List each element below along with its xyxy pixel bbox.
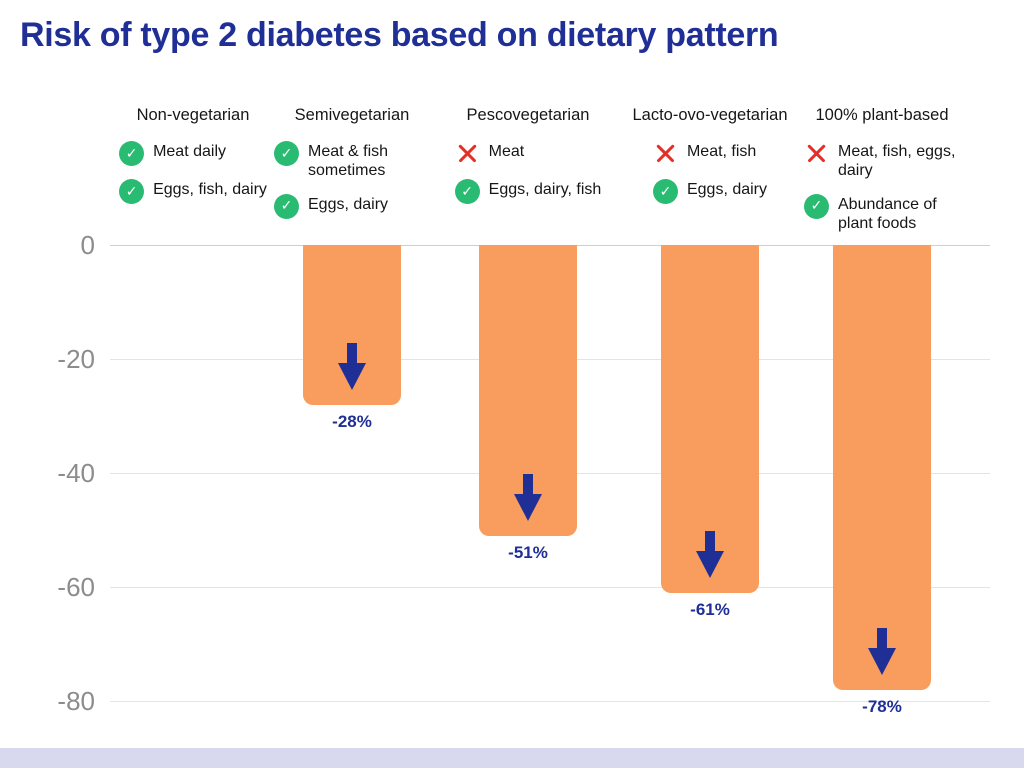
footer-accent-band: [0, 748, 1024, 768]
bar-group-lacto-ovo-vegetarian: -61%: [661, 245, 759, 620]
bar-pescovegetarian: [479, 245, 577, 536]
diet-item-list: Meat, fish Eggs, dairy: [652, 141, 768, 204]
diet-item-label: Eggs, dairy: [308, 195, 389, 213]
diet-item-label: Meat, fish: [686, 143, 757, 160]
diet-item-list: Meat, fish, eggs, dairy Abundance of pla…: [804, 141, 960, 234]
bar-lacto-ovo-vegetarian: [661, 245, 759, 593]
check-icon: [274, 141, 299, 166]
diet-item: Meat daily: [119, 141, 267, 166]
diet-item: Meat & fish sometimes: [274, 141, 430, 181]
category-column-pescovegetarian: Pescovegetarian Meat Eggs, dairy, fish: [438, 106, 618, 204]
category-column-non-vegetarian: Non-vegetarian Meat daily Eggs, fish, da…: [103, 106, 283, 204]
category-label: Non-vegetarian: [136, 106, 250, 124]
bar-value-label: -61%: [690, 600, 730, 619]
arrow-down-icon: [514, 474, 542, 521]
check-icon: [454, 179, 480, 204]
diet-item-list: Meat daily Eggs, fish, dairy: [119, 141, 267, 204]
category-column-lacto-ovo-vegetarian: Lacto-ovo-vegetarian Meat, fish Eggs, da…: [620, 106, 800, 204]
diet-item: Meat, fish, eggs, dairy: [804, 141, 960, 181]
page-title: Risk of type 2 diabetes based on dietary…: [20, 16, 779, 54]
bar-group-plant-based: -78%: [833, 245, 931, 717]
y-tick-label: -60: [57, 572, 95, 602]
arrow-down-icon: [868, 628, 896, 675]
bar-value-label: -78%: [862, 697, 902, 716]
diet-item: Meat: [455, 141, 602, 166]
check-icon: [274, 193, 299, 219]
diet-item-label: Eggs, fish, dairy: [153, 181, 267, 198]
bar-value-label: -51%: [508, 543, 548, 562]
check-icon: [119, 141, 145, 166]
category-column-semivegetarian: Semivegetarian Meat & fish sometimes Egg…: [262, 106, 442, 219]
diet-item-label: Meat, fish, eggs, dairy: [838, 143, 956, 179]
diet-item-label: Meat daily: [153, 143, 226, 160]
diet-item: Eggs, dairy, fish: [454, 179, 602, 204]
category-label: Semivegetarian: [294, 106, 410, 124]
cross-icon: [804, 141, 829, 166]
diet-item: Eggs, dairy: [652, 179, 768, 204]
cross-icon: [653, 141, 678, 166]
y-tick-label: -20: [57, 344, 95, 374]
cross-icon: [455, 141, 480, 166]
diet-item: Abundance of plant foods: [804, 193, 960, 234]
check-icon: [804, 193, 829, 219]
category-column-plant-based: 100% plant-based Meat, fish, eggs, dairy…: [792, 106, 972, 234]
diet-item-label: Eggs, dairy, fish: [488, 181, 602, 198]
diet-item-label: Meat & fish sometimes: [308, 143, 389, 179]
bar-group-pescovegetarian: -51%: [479, 245, 577, 563]
diet-item-label: Eggs, dairy: [686, 181, 768, 198]
diet-item-list: Meat & fish sometimes Eggs, dairy: [274, 141, 430, 219]
arrow-down-icon: [338, 343, 366, 390]
category-label: Lacto-ovo-vegetarian: [632, 106, 788, 124]
check-icon: [652, 179, 678, 204]
diet-item-list: Meat Eggs, dairy, fish: [454, 141, 602, 204]
diet-item: Eggs, dairy: [274, 193, 430, 219]
y-tick-label: -40: [57, 458, 95, 488]
diet-item-label: Meat: [488, 143, 525, 160]
diet-item: Eggs, fish, dairy: [119, 179, 267, 204]
category-label: Pescovegetarian: [466, 106, 590, 124]
gridline-80: [110, 701, 990, 702]
y-tick-label: 0: [80, 230, 95, 260]
bar-semivegetarian: [303, 245, 401, 405]
category-label: 100% plant-based: [815, 106, 949, 124]
diet-item: Meat, fish: [653, 141, 767, 166]
gridline-60: [110, 587, 990, 588]
diet-item-label: Abundance of plant foods: [838, 195, 937, 232]
y-tick-label: -80: [57, 686, 95, 716]
bar-plant-based: [833, 245, 931, 690]
bar-value-label: -28%: [332, 412, 372, 431]
bar-group-semivegetarian: -28%: [303, 245, 401, 432]
arrow-down-icon: [696, 531, 724, 578]
check-icon: [119, 179, 145, 204]
